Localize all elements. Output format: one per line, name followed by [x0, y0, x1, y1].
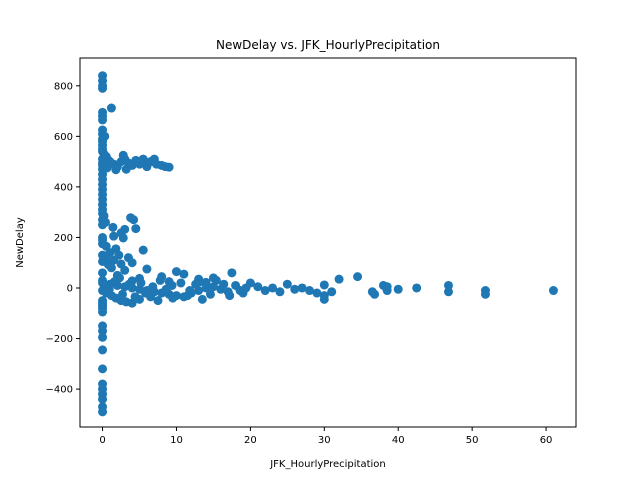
x-tick-label: 10 [170, 435, 183, 446]
data-point [98, 308, 107, 317]
data-point [275, 287, 284, 296]
y-tick-label: −400 [46, 385, 73, 396]
data-point [165, 163, 174, 172]
data-point [109, 232, 118, 241]
y-tick-label: 800 [54, 81, 73, 92]
data-point [168, 281, 177, 290]
data-point [444, 287, 453, 296]
data-point [148, 282, 157, 291]
data-point [119, 151, 128, 160]
data-point [219, 280, 228, 289]
data-point [227, 268, 236, 277]
data-point [327, 287, 336, 296]
data-point [168, 294, 177, 303]
data-point [115, 273, 124, 282]
data-point [107, 263, 116, 272]
data-point [118, 290, 127, 299]
data-point [383, 286, 392, 295]
data-point [107, 104, 116, 113]
data-point [320, 280, 329, 289]
data-point [98, 333, 107, 342]
x-axis-title: JFK_HourlyPrecipitation [269, 459, 386, 470]
y-axis-title: NewDelay [15, 217, 26, 268]
data-point [136, 278, 145, 287]
y-tick-label: 0 [67, 283, 73, 294]
data-point [98, 407, 107, 416]
data-point [142, 265, 151, 274]
data-point [153, 296, 162, 305]
data-point [131, 224, 140, 233]
x-tick-label: 60 [540, 435, 553, 446]
data-point [139, 246, 148, 255]
data-point [98, 239, 107, 248]
data-point [98, 345, 107, 354]
x-tick-label: 50 [466, 435, 479, 446]
data-point [131, 292, 140, 301]
data-point [120, 266, 129, 275]
data-point [335, 275, 344, 284]
x-tick-label: 0 [99, 435, 105, 446]
data-point [549, 286, 558, 295]
y-tick-label: 200 [54, 233, 73, 244]
data-point [156, 276, 165, 285]
data-point [129, 215, 138, 224]
data-point [412, 283, 421, 292]
data-point [179, 270, 188, 279]
data-point [196, 277, 205, 286]
data-point [176, 278, 185, 287]
data-point [119, 233, 128, 242]
data-point [481, 290, 490, 299]
data-point [98, 84, 107, 93]
data-point [370, 290, 379, 299]
data-point [105, 285, 114, 294]
data-point [198, 295, 207, 304]
data-point [128, 258, 137, 267]
x-tick-label: 30 [318, 435, 331, 446]
data-point [225, 291, 234, 300]
data-point [241, 283, 250, 292]
data-point [206, 290, 215, 299]
x-tick-label: 20 [244, 435, 257, 446]
data-point [141, 289, 150, 298]
data-point [320, 295, 329, 304]
data-point [283, 280, 292, 289]
y-tick-label: 600 [54, 132, 73, 143]
data-point [111, 165, 120, 174]
data-point [98, 115, 107, 124]
chart-title: NewDelay vs. JFK_HourlyPrecipitation [216, 38, 440, 52]
y-tick-label: 400 [54, 182, 73, 193]
y-tick-label: −200 [46, 334, 73, 345]
data-point [353, 272, 362, 281]
data-point [98, 364, 107, 373]
data-point [394, 285, 403, 294]
data-point [125, 280, 134, 289]
data-point [98, 220, 107, 229]
data-point [108, 223, 117, 232]
x-tick-label: 40 [392, 435, 405, 446]
